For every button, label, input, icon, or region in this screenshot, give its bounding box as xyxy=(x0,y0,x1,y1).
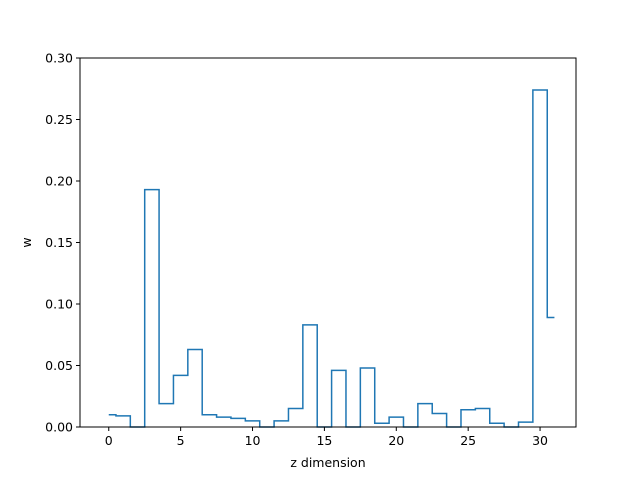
x-tick-label: 25 xyxy=(460,433,476,448)
y-tick-label: 0.20 xyxy=(45,174,73,189)
x-tick-label: 10 xyxy=(245,433,261,448)
x-axis: 0 5 10 15 20 25 30 xyxy=(105,427,548,448)
y-tick-label: 0.05 xyxy=(45,358,73,373)
y-tick-label: 0.10 xyxy=(45,297,73,312)
x-tick-label: 15 xyxy=(316,433,332,448)
y-tick-label: 0.30 xyxy=(45,51,73,66)
y-tick-label: 0.15 xyxy=(45,235,73,250)
x-axis-label: z dimension xyxy=(290,455,365,470)
series-layer xyxy=(108,89,555,428)
x-tick-label: 30 xyxy=(532,433,548,448)
x-tick-label: 5 xyxy=(177,433,185,448)
x-tick-label: 20 xyxy=(388,433,404,448)
y-axis: 0.00 0.05 0.10 0.15 0.20 0.25 0.30 xyxy=(45,51,80,435)
series-line xyxy=(108,89,555,428)
x-tick-label: 0 xyxy=(105,433,113,448)
y-tick-label: 0.25 xyxy=(45,112,73,127)
y-tick-label: 0.00 xyxy=(45,420,73,435)
y-axis-label: w xyxy=(19,237,34,247)
plot-area xyxy=(80,58,576,427)
